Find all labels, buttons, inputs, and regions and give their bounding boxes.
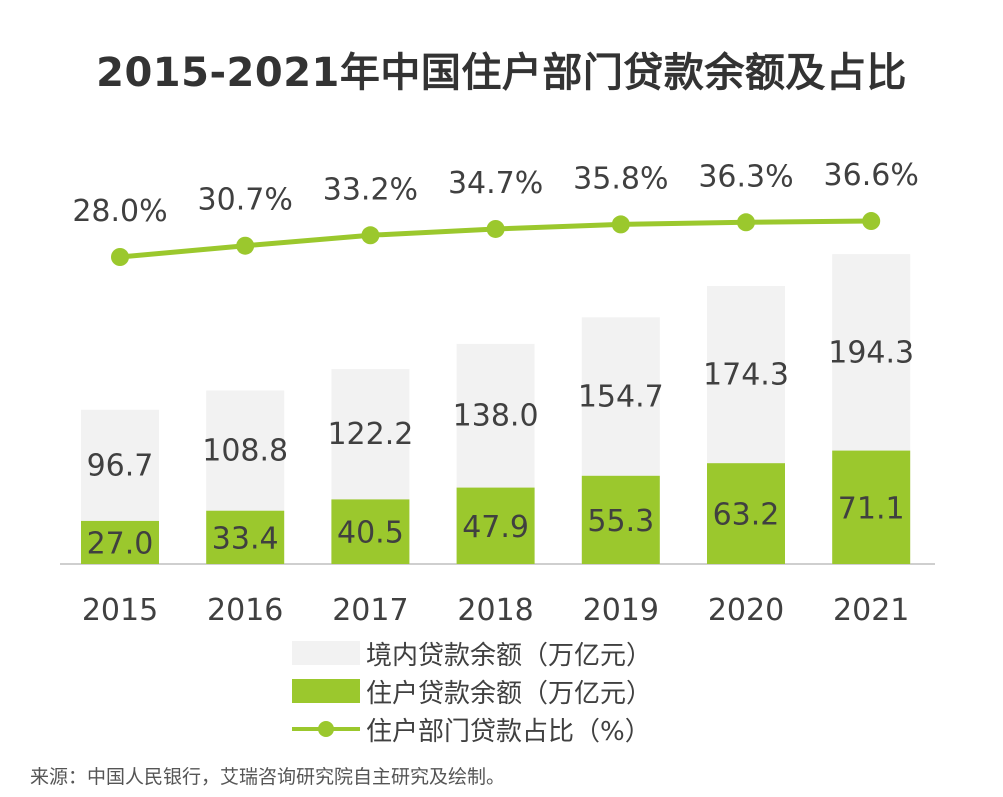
x-tick-2019: 2019 xyxy=(583,593,659,628)
point-share-2018 xyxy=(486,219,505,238)
point-share-2017 xyxy=(361,226,380,245)
label-share-2021: 36.6% xyxy=(824,158,919,193)
label-share-2016: 30.7% xyxy=(198,183,293,218)
x-tick-2016: 2016 xyxy=(207,593,283,628)
label-household-2017: 40.5 xyxy=(337,516,404,551)
label-share-2020: 36.3% xyxy=(698,159,793,194)
label-household-2021: 71.1 xyxy=(838,491,905,526)
label-total-2020: 174.3 xyxy=(703,358,789,393)
label-share-2018: 34.7% xyxy=(448,166,543,201)
x-tick-2021: 2021 xyxy=(833,593,909,628)
x-tick-2015: 2015 xyxy=(82,593,158,628)
bar-household-2017 xyxy=(331,499,410,564)
label-share-2019: 35.8% xyxy=(573,161,668,196)
point-share-2020 xyxy=(737,213,755,232)
legend-item-household-loans: 住户贷款余额（万亿元） xyxy=(292,672,652,710)
label-total-2021: 194.3 xyxy=(828,335,914,370)
x-tick-2020: 2020 xyxy=(708,593,784,628)
bar-household-2019 xyxy=(581,475,660,564)
label-household-2019: 55.3 xyxy=(587,504,654,539)
label-household-2016: 33.4 xyxy=(212,521,279,556)
legend-label-total-loans: 境内贷款余额（万亿元） xyxy=(366,640,653,671)
chart-legend: 境内贷款余额（万亿元） 住户贷款余额（万亿元） 住户部门贷款占比（%） xyxy=(292,634,652,748)
label-total-2018: 138.0 xyxy=(453,399,539,434)
legend-item-total-loans: 境内贷款余额（万亿元） xyxy=(292,634,652,672)
bar-household-2018 xyxy=(456,487,535,564)
source-note: 来源：中国人民银行，艾瑞咨询研究院自主研究及绘制。 xyxy=(30,766,506,788)
bar-household-2015 xyxy=(81,520,159,564)
label-share-2017: 33.2% xyxy=(323,172,418,207)
legend-swatch-total-loans xyxy=(292,641,360,665)
legend-item-household-share: 住户部门贷款占比（%） xyxy=(292,710,652,748)
label-household-2015: 27.0 xyxy=(87,526,154,561)
label-total-2019: 154.7 xyxy=(578,380,664,415)
legend-label-household-share: 住户部门贷款占比（%） xyxy=(366,716,651,747)
label-household-2020: 63.2 xyxy=(713,498,780,533)
label-household-2018: 47.9 xyxy=(462,510,529,545)
x-tick-2017: 2017 xyxy=(332,593,408,628)
label-total-2017: 122.2 xyxy=(327,417,413,452)
bar-household-2020 xyxy=(707,463,785,564)
point-share-2019 xyxy=(611,215,630,234)
chart-title: 2015-2021年中国住户部门贷款余额及占比 xyxy=(96,50,907,96)
point-share-2015 xyxy=(111,248,129,266)
legend-swatch-household-loans xyxy=(292,679,360,703)
x-tick-2018: 2018 xyxy=(457,593,533,628)
label-total-2015: 96.7 xyxy=(87,448,154,483)
point-share-2016 xyxy=(236,236,255,255)
bar-household-2016 xyxy=(206,510,285,564)
legend-label-household-loans: 住户贷款余额（万亿元） xyxy=(366,678,653,709)
legend-swatch-household-share xyxy=(292,717,360,741)
label-share-2015: 28.0% xyxy=(72,194,167,229)
bar-household-2021 xyxy=(832,450,911,564)
point-share-2021 xyxy=(862,212,881,231)
label-total-2016: 108.8 xyxy=(202,434,288,469)
